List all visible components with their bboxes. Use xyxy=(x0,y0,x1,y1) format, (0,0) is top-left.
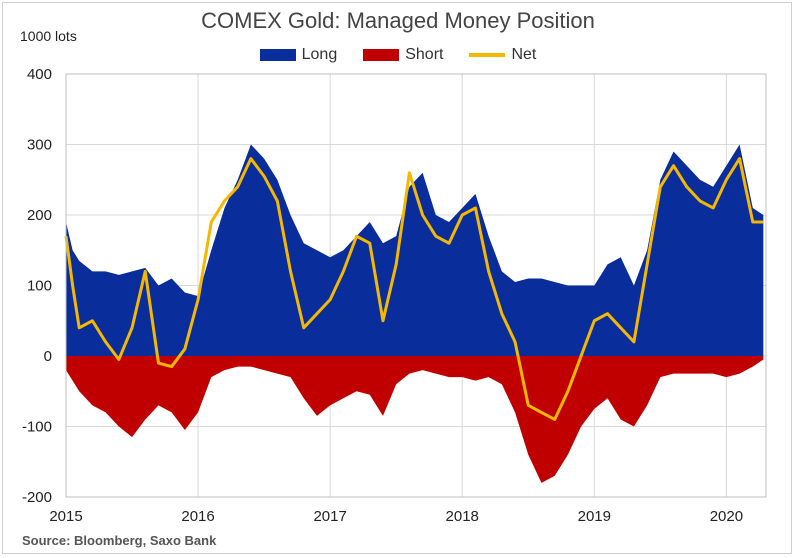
x-tick-label-1: 2016 xyxy=(181,508,214,525)
plot-area-border xyxy=(65,73,767,498)
x-tick-label-0: 2015 xyxy=(49,508,82,525)
legend-item-net: Net xyxy=(469,46,536,64)
chart-title: COMEX Gold: Managed Money Position xyxy=(201,8,595,33)
series-line-net xyxy=(64,157,764,421)
legend-item-short: Short xyxy=(363,46,443,64)
series-area-short xyxy=(66,356,764,483)
legend: Long Short Net xyxy=(0,46,796,64)
legend-swatch-long xyxy=(259,49,296,61)
x-tick-label-4: 2019 xyxy=(578,508,611,525)
y-tick-label-4: 0 xyxy=(44,348,52,365)
source-note: Source: Bloomberg, Saxo Bank xyxy=(22,533,217,548)
x-tick-label-5: 2020 xyxy=(710,508,743,525)
legend-label-short: Short xyxy=(405,46,444,63)
y-tick-label-0: 400 xyxy=(27,66,52,83)
y-tick-label-2: 200 xyxy=(27,207,52,224)
x-tick-label-3: 2018 xyxy=(446,508,479,525)
legend-swatch-net xyxy=(469,53,506,57)
x-tick-label-2: 2017 xyxy=(313,508,346,525)
y-tick-label-6: -200 xyxy=(22,489,52,506)
legend-label-net: Net xyxy=(511,46,537,63)
legend-swatch-short xyxy=(363,49,400,61)
legend-label-long: Long xyxy=(301,46,338,63)
legend-item-long: Long xyxy=(259,46,338,64)
series-area-long xyxy=(66,144,764,356)
y-tick-label-5: -100 xyxy=(22,419,52,436)
y-tick-label-1: 300 xyxy=(27,137,52,154)
y-tick-label-3: 100 xyxy=(27,278,52,295)
y-axis-unit-label: 1000 lots xyxy=(20,28,77,44)
